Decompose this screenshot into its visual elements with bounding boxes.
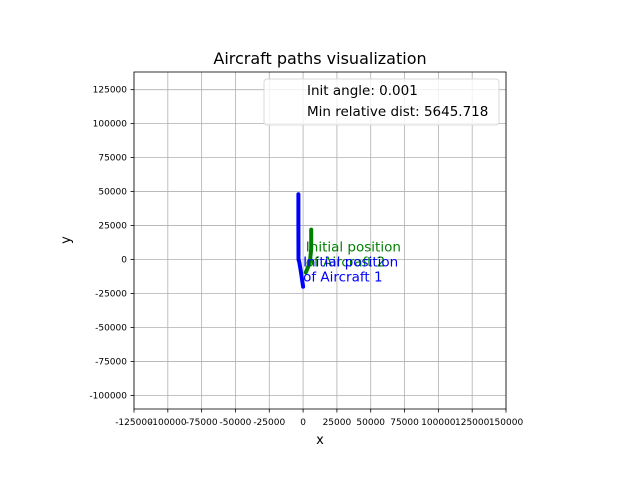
x-tick-label: 25000 <box>323 418 352 428</box>
x-tick-label: 100000 <box>421 418 456 428</box>
x-tick-label: -75000 <box>186 418 218 428</box>
y-tick-label: 75000 <box>98 154 127 164</box>
y-tick-label: -50000 <box>95 323 127 333</box>
y-tick-label: 100000 <box>93 120 128 130</box>
y-tick-label: -75000 <box>95 357 127 367</box>
annotation-line: Initial position <box>303 254 398 270</box>
legend-entry-min-dist: Min relative dist: 5645.718 <box>307 104 488 120</box>
legend-box <box>263 78 500 126</box>
x-tick-label: 125000 <box>455 418 490 428</box>
plot-frame <box>133 71 507 410</box>
aircraft-1-path <box>296 192 306 289</box>
annotation-1: Initial position of Aircraft 2 <box>306 239 401 270</box>
y-tick-label: -100000 <box>89 391 127 401</box>
x-tick-label: -50000 <box>220 418 252 428</box>
annotation-2: Initial position of Aircraft 1 <box>303 254 398 285</box>
annotation-line: Initial position <box>306 239 401 255</box>
annotation-line: of Aircraft 1 <box>303 269 382 285</box>
chart-title: Aircraft paths visualization <box>213 49 426 68</box>
y-tick-label: -25000 <box>95 289 127 299</box>
x-tick-label: -100000 <box>149 418 187 428</box>
ticks: -125000-100000 -75000 -50000 -25000 0 25000 50… <box>89 86 523 428</box>
y-tick-label: 0 <box>121 256 127 266</box>
x-tick-label: -125000 <box>115 418 153 428</box>
x-tick-label: 150000 <box>489 418 524 428</box>
annotation-line: of Aircraft 2 <box>306 254 385 270</box>
x-tick-label: 50000 <box>356 418 385 428</box>
x-tick-label: 0 <box>300 418 306 428</box>
y-tick-label: 25000 <box>98 222 127 232</box>
x-tick-label: -25000 <box>253 418 285 428</box>
legend-entry-init-angle: Init angle: 0.001 <box>307 83 418 99</box>
legend: Init angle: 0.001 Min relative dist: 564… <box>263 78 500 126</box>
series-layer <box>296 192 314 289</box>
y-tick-label: 125000 <box>93 86 128 96</box>
x-tick-label: 75000 <box>390 418 419 428</box>
y-tick-label: 50000 <box>98 188 127 198</box>
x-axis-label: x <box>316 433 324 448</box>
aircraft-2-path <box>303 227 314 275</box>
y-axis-label: y <box>59 236 74 244</box>
